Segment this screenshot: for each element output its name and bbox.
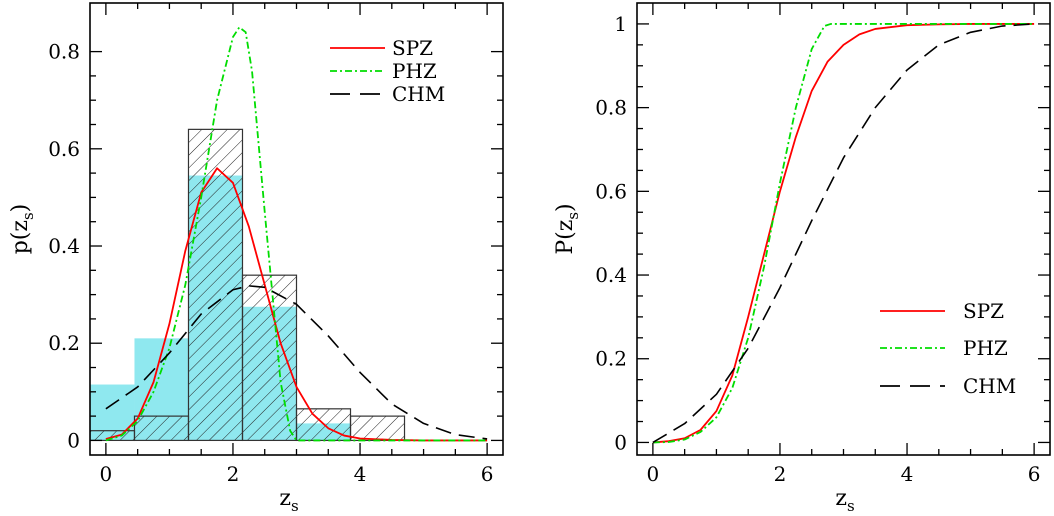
hist-hatched-bar-2	[187, 128, 244, 442]
right-panel: 0 2 4 6 0 0.2 0.4 0.6 0.8 1 SPZ PHZ CHM zs P(zs)	[553, 2, 1051, 515]
x-tick-label: 0	[100, 462, 113, 486]
series-chm-line	[105, 285, 488, 440]
legend-label-phz: PHZ	[392, 59, 437, 83]
y-tick-label: 0	[614, 430, 627, 454]
y-tick-label: 0.6	[595, 179, 627, 203]
y-tick-label: 0.2	[48, 331, 80, 355]
x-tick-label: 4	[354, 462, 367, 486]
right-ylabel: P(zs)	[553, 203, 582, 254]
y-tick-label: 1	[614, 12, 627, 36]
left-xlabel: zs	[279, 486, 298, 515]
series-spz-line	[652, 23, 1035, 444]
series-phz-line	[105, 26, 488, 442]
y-tick-label: 0.6	[48, 137, 80, 161]
legend-label-chm: CHM	[963, 374, 1016, 398]
legend-label-spz: SPZ	[963, 299, 1004, 323]
x-tick-label: 0	[647, 462, 660, 486]
legend-label-chm: CHM	[392, 82, 445, 106]
y-tick-label: 0.4	[48, 234, 80, 258]
x-tick-label: 2	[227, 462, 240, 486]
y-tick-label: 0.4	[595, 263, 627, 287]
y-tick-label: 0.8	[48, 40, 80, 64]
x-tick-label: 6	[481, 462, 494, 486]
right-legend: SPZ PHZ CHM	[880, 299, 1016, 398]
left-ylabel: p(zs)	[8, 204, 37, 255]
legend-label-spz: SPZ	[392, 36, 433, 60]
hist-hatched-bar-5	[349, 415, 406, 442]
x-tick-label: 2	[774, 462, 787, 486]
x-tick-label: 6	[1028, 462, 1041, 486]
hist-hatched-bar-1	[133, 415, 190, 442]
y-tick-label: 0.8	[595, 96, 627, 120]
y-tick-label: 0.2	[595, 347, 627, 371]
right-xlabel: zs	[835, 486, 854, 515]
y-tick-label: 0	[67, 428, 80, 452]
series-phz-line	[652, 23, 1035, 444]
legend-label-phz: PHZ	[963, 336, 1008, 360]
x-tick-label: 4	[901, 462, 914, 486]
series-chm-line	[652, 23, 1035, 444]
series-spz-line	[105, 167, 488, 442]
